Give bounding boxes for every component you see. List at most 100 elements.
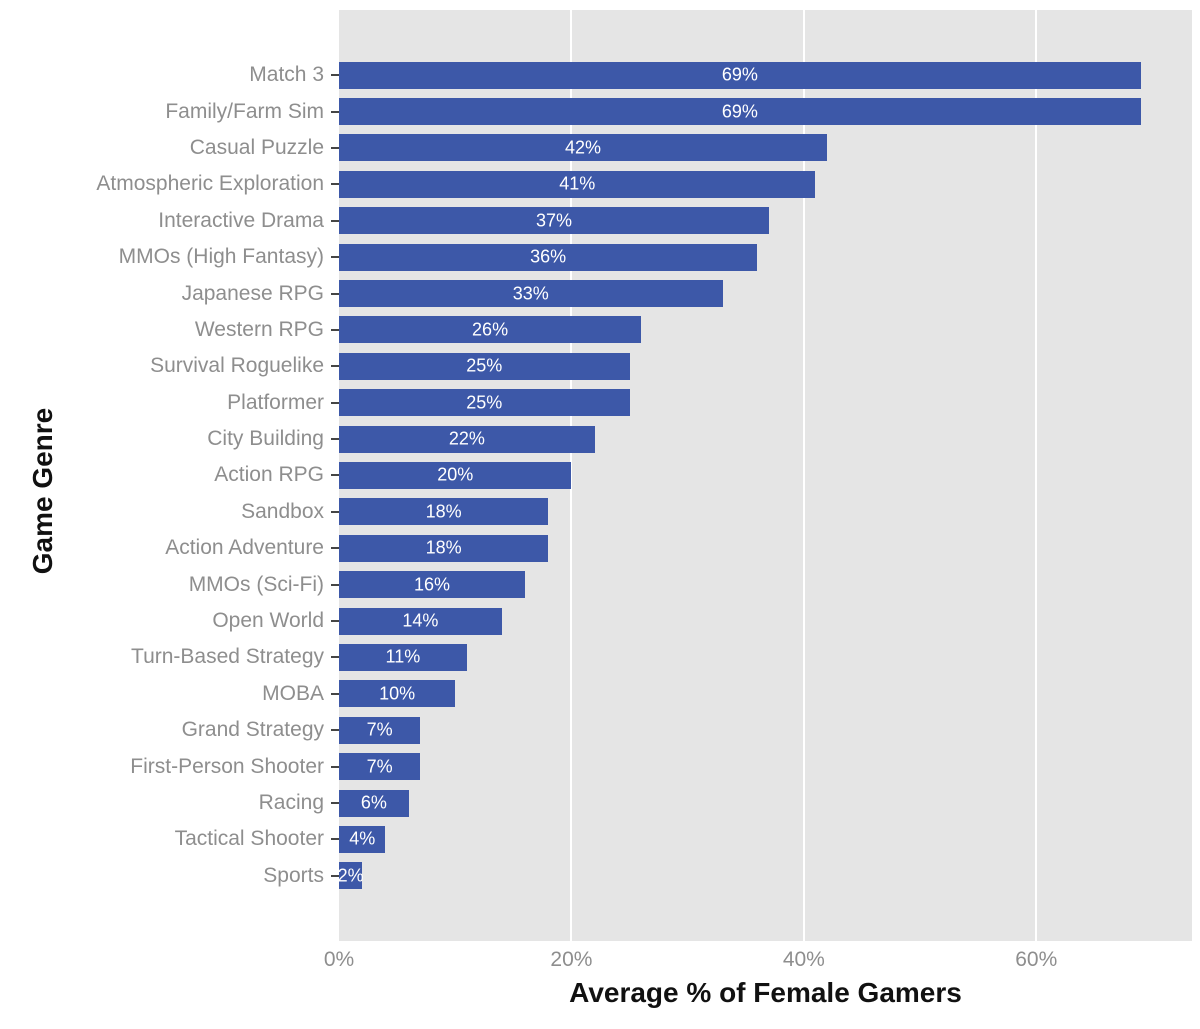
bar-row-first-person-shooter: 7% (339, 748, 1192, 784)
y-tick-mark (331, 802, 339, 804)
y-axis-label-row: Family/Farm Sim (0, 93, 339, 129)
x-axis-label-0: 0% (323, 948, 355, 971)
y-tick-mark (331, 838, 339, 841)
bar-family-farm-sim: 69% (339, 98, 1141, 126)
bar-row-action-adventure: 18% (339, 530, 1192, 566)
y-tick-mark (331, 401, 339, 404)
y-axis-label-row: First-Person Shooter (0, 748, 339, 784)
y-tick-mark (331, 729, 339, 732)
y-tick-mark (331, 874, 339, 877)
bar-city-building: 22% (339, 425, 595, 453)
bar-tactical-shooter: 4% (339, 825, 386, 853)
y-axis-label-row: MMOs (Sci-Fi) (0, 566, 339, 602)
y-axis-label-platformer: Platformer (227, 390, 324, 414)
x-axis-labels: 0% 20% 40% 60% (324, 947, 1192, 973)
y-tick-mark (331, 183, 339, 186)
bar-racing: 6% (339, 789, 409, 817)
y-axis-label-row: MMOs (High Fantasy) (0, 239, 339, 275)
y-tick-mark (331, 219, 339, 222)
y-axis-label-mmos-sci-fi: MMOs (Sci-Fi) (188, 572, 324, 596)
bar-value-label: 25% (466, 392, 503, 413)
y-axis-label-japanese-rpg: Japanese RPG (181, 281, 324, 305)
y-axis-label-row: Interactive Drama (0, 203, 339, 239)
bar-row-platformer: 25% (339, 385, 1192, 421)
y-tick-mark (331, 692, 339, 695)
bar-turn-based-strategy: 11% (339, 643, 467, 671)
y-axis-label-family-farm-sim: Family/Farm Sim (165, 99, 324, 123)
y-tick-mark (331, 656, 339, 659)
y-tick-mark (331, 365, 339, 368)
bar-value-label: 36% (530, 246, 567, 267)
y-axis-label-row: Turn-Based Strategy (0, 639, 339, 675)
y-tick-mark (331, 328, 339, 331)
bar-row-open-world: 14% (339, 603, 1192, 639)
bar-value-label: 26% (472, 319, 509, 340)
bar-action-adventure: 18% (339, 534, 549, 562)
y-axis-label-row: Action Adventure (0, 530, 339, 566)
y-axis-label-row: Tactical Shooter (0, 821, 339, 857)
y-axis-label-row: Western RPG (0, 312, 339, 348)
bar-value-label: 25% (466, 355, 503, 376)
bar-row-mmos-sci-fi: 16% (339, 566, 1192, 602)
y-axis-label-row: Sports (0, 858, 339, 894)
y-axis-label-turn-based-strategy: Turn-Based Strategy (131, 645, 324, 669)
bar-row-tactical-shooter: 4% (339, 821, 1192, 857)
bar-series: 69% 69% 42% 41% 37% 36% 33% 26% 25% 25% 22% 20% 18% 1… (338, 10, 1192, 941)
y-axis-label-survival-roguelike: Survival Roguelike (150, 354, 324, 378)
bar-row-match-3: 69% (339, 57, 1192, 93)
y-axis-label-row: Japanese RPG (0, 275, 339, 311)
y-axis-label-row: Casual Puzzle (0, 130, 339, 166)
bar-row-moba: 10% (339, 676, 1192, 712)
y-axis-label-first-person-shooter: First-Person Shooter (130, 754, 324, 778)
y-axis-label-interactive-drama: Interactive Drama (158, 208, 324, 232)
bar-row-japanese-rpg: 33% (339, 275, 1192, 311)
y-axis-label-row: Match 3 (0, 57, 339, 93)
bar-row-sandbox: 18% (339, 494, 1192, 530)
bar-value-label: 69% (721, 101, 758, 122)
bar-value-label: 4% (349, 828, 376, 849)
bar-row-action-rpg: 20% (339, 457, 1192, 493)
x-axis-label-20: 20% (550, 948, 593, 971)
bar-row-racing: 6% (339, 785, 1192, 821)
y-axis-label-row: MOBA (0, 676, 339, 712)
bar-row-mmos-high-fantasy: 36% (339, 239, 1192, 275)
y-tick-mark (331, 256, 339, 259)
bar-match-3: 69% (339, 61, 1141, 89)
gridline-60 (1035, 10, 1038, 941)
bar-value-label: 7% (366, 756, 393, 777)
bar-value-label: 18% (425, 537, 462, 558)
x-axis-title: Average % of Female Gamers (569, 977, 962, 1008)
y-tick-mark (331, 146, 339, 149)
bar-row-sports: 2% (338, 858, 1192, 894)
bar-sandbox: 18% (339, 498, 549, 526)
bar-value-label: 20% (437, 464, 474, 485)
y-axis-label-atmospheric-exploration: Atmospheric Exploration (96, 172, 324, 196)
y-axis-label-casual-puzzle: Casual Puzzle (189, 135, 324, 159)
y-axis-label-row: City Building (0, 421, 339, 457)
bar-japanese-rpg: 33% (339, 280, 723, 308)
bar-value-label: 10% (379, 683, 416, 704)
bar-row-turn-based-strategy: 11% (339, 639, 1192, 675)
y-axis-label-sandbox: Sandbox (241, 499, 324, 523)
y-axis-label-row: Sandbox (0, 494, 339, 530)
bar-moba: 10% (339, 680, 456, 708)
bar-action-rpg: 20% (339, 461, 572, 489)
bar-row-atmospheric-exploration: 41% (339, 166, 1192, 202)
bar-western-rpg: 26% (339, 316, 642, 344)
y-axis-label-row: Action RPG (0, 457, 339, 493)
gridline-40 (802, 10, 805, 941)
bar-row-city-building: 22% (339, 421, 1192, 457)
y-tick-mark (331, 474, 339, 477)
bar-row-casual-puzzle: 42% (339, 130, 1192, 166)
y-tick-mark (331, 510, 339, 513)
y-axis-label-open-world: Open World (212, 609, 324, 633)
y-tick-mark (331, 74, 339, 77)
y-tick-mark (331, 547, 339, 550)
bar-value-label: 42% (565, 137, 602, 158)
bar-value-label: 41% (559, 173, 596, 194)
bar-mmos-sci-fi: 16% (339, 571, 525, 599)
bar-casual-puzzle: 42% (339, 134, 828, 162)
bar-interactive-drama: 37% (339, 207, 769, 235)
bar-survival-roguelike: 25% (339, 352, 630, 380)
bar-value-label: 6% (360, 792, 387, 813)
